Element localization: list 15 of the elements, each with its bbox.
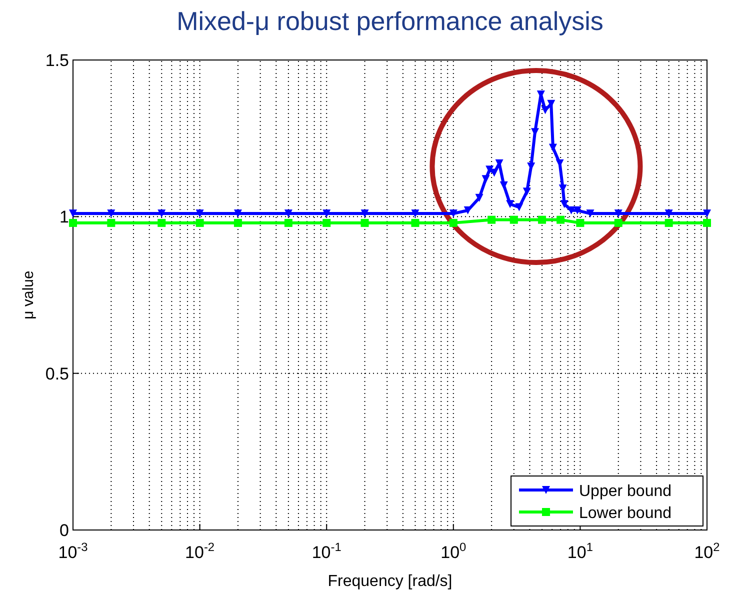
legend-label: Lower bound [579, 505, 672, 522]
x-tick-label: 10$^{-3}$ [58, 540, 88, 562]
x-tick-label: 10$^{1}$ [567, 540, 594, 562]
y-tick-label: 0 [60, 521, 69, 540]
x-tick-label: 10$^{0}$ [440, 540, 467, 562]
x-tick-label: 10$^{2}$ [694, 540, 720, 562]
legend-label: Upper bound [579, 483, 672, 500]
y-tick-label: 1.5 [45, 51, 69, 70]
y-tick-label: 1 [60, 208, 69, 227]
x-tick-label: 10$^{-2}$ [185, 540, 215, 562]
y-tick-label: 0.5 [45, 364, 69, 384]
x-tick-label: 10$^{-1}$ [312, 540, 342, 562]
x-axis-title: Frequency [rad/s] [328, 573, 452, 590]
y-axis-title: μ value [20, 270, 37, 320]
chart-title: Mixed-μ robust performance analysis [176, 6, 604, 36]
